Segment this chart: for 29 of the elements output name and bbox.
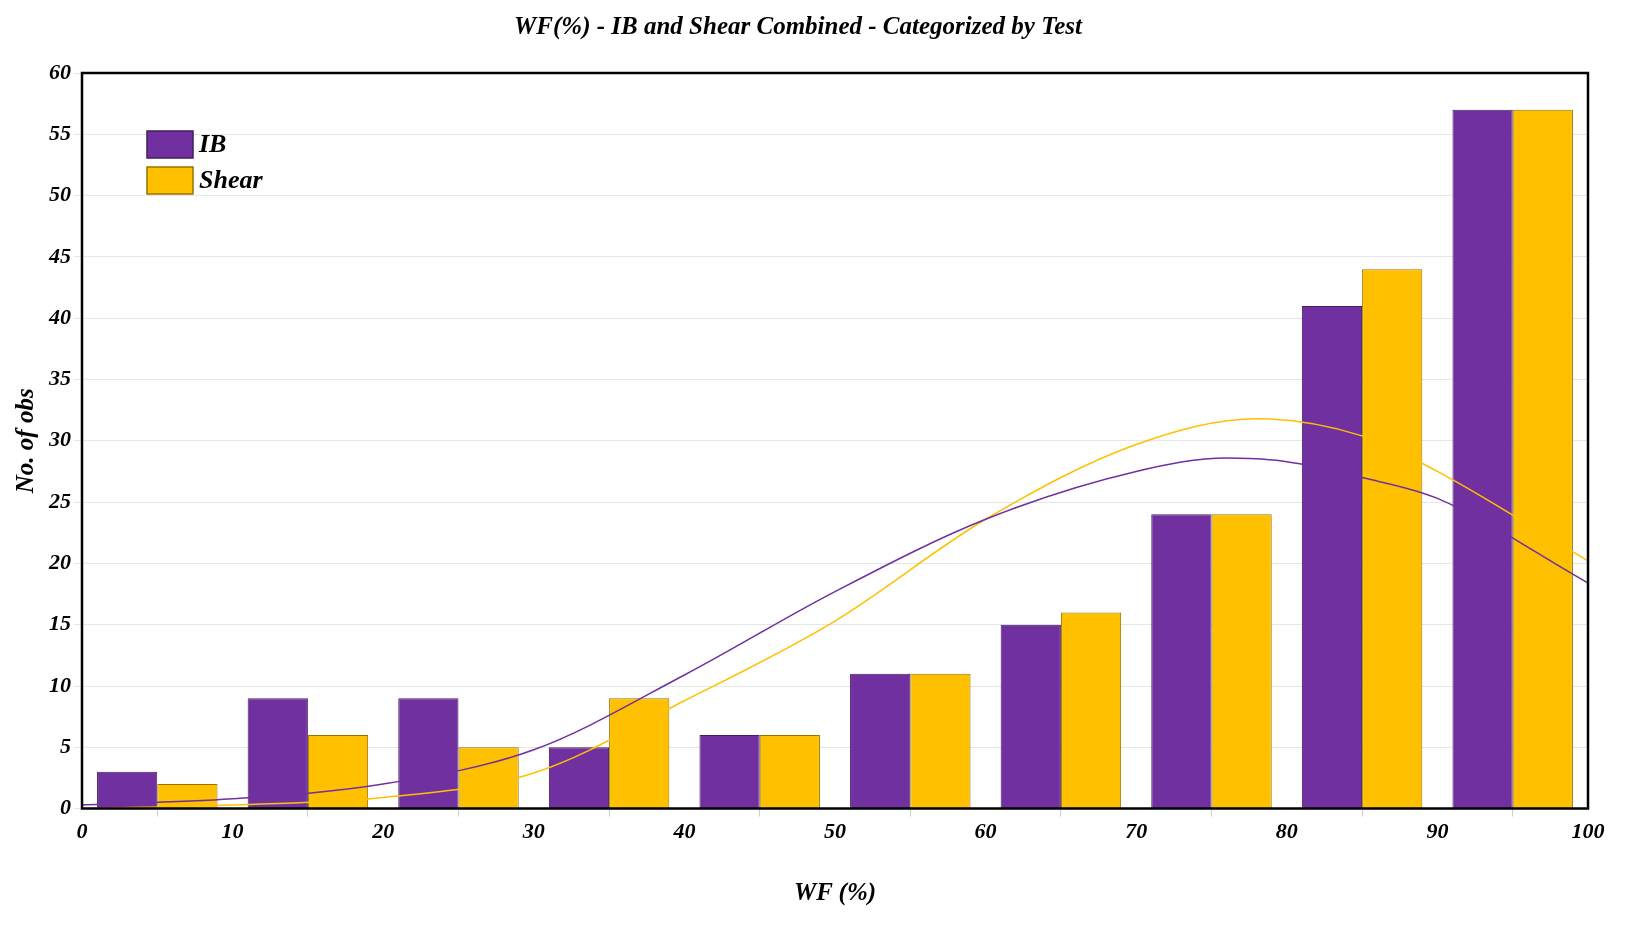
x-tick-label: 40 [672, 818, 696, 844]
x-tick-label: 100 [1571, 818, 1605, 844]
x-axis-title: WF (%) [793, 878, 877, 907]
y-tick-label: 25 [48, 487, 71, 513]
y-tick-label: 35 [48, 365, 71, 391]
y-tick-label: 55 [49, 119, 71, 145]
x-tick-label: 60 [974, 818, 997, 844]
x-tick-label: 10 [221, 818, 244, 844]
x-tick-label: 70 [1125, 818, 1148, 844]
y-tick-label: 30 [48, 426, 71, 452]
y-tick-label: 40 [48, 303, 71, 329]
y-tick-label: 5 [60, 732, 71, 758]
legend-label: IB [198, 128, 227, 158]
y-tick-label: 10 [49, 671, 71, 697]
legend-label: Shear [199, 164, 264, 194]
x-tick-label: 90 [1426, 818, 1449, 844]
x-tick-label: 30 [521, 818, 545, 844]
y-axis-title: No. of obs [11, 388, 39, 495]
x-tick-label: 20 [371, 818, 395, 844]
chart-title: WF(%) - IB and Shear Combined - Categorized by Test [514, 12, 1083, 41]
y-tick-label: 15 [49, 610, 71, 636]
x-tick-label: 80 [1275, 818, 1298, 844]
x-tick-label: 50 [824, 818, 846, 844]
y-tick-label: 50 [49, 181, 71, 207]
y-tick-label: 20 [48, 549, 71, 575]
y-tick-label: 0 [60, 794, 71, 820]
y-tick-label: 45 [48, 242, 71, 268]
x-tick-label: 0 [76, 818, 88, 844]
y-tick-label: 60 [49, 58, 71, 84]
